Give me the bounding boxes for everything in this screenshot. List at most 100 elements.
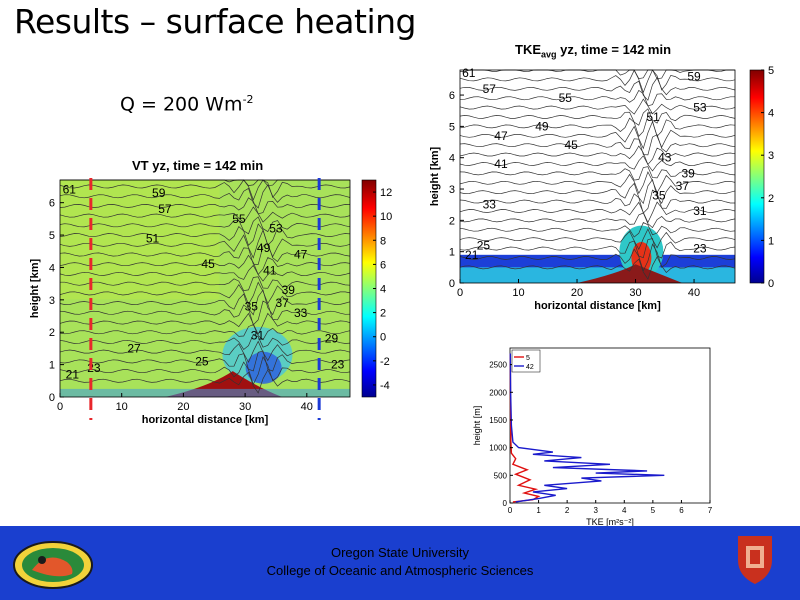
contour-line — [459, 114, 736, 137]
y-tick-label: 2 — [49, 327, 55, 339]
x-tick-label: 2 — [565, 506, 570, 515]
contour-label: 37 — [676, 179, 690, 193]
contour-label: 49 — [535, 119, 549, 133]
contour-line — [459, 166, 736, 181]
contour-line — [459, 238, 736, 259]
contour-label: 21 — [465, 248, 479, 262]
contour-label: 41 — [494, 157, 508, 171]
y-tick-label: 3 — [449, 184, 455, 196]
contour-label: 59 — [687, 69, 701, 83]
x-tick-label: 7 — [708, 506, 713, 515]
y-tick-label: 500 — [494, 471, 508, 480]
contour-line — [59, 229, 351, 259]
contour-line — [459, 98, 736, 115]
contour-label: 27 — [127, 341, 141, 355]
tke-chart-title: TKEavg yz, time = 142 min — [515, 42, 671, 60]
contour-label: 31 — [251, 328, 265, 342]
subtitle: Q = 200 Wm-2 — [120, 93, 254, 115]
contour-label: 51 — [646, 110, 660, 124]
y-tick-label: 1 — [49, 360, 55, 372]
contour-line — [459, 171, 736, 195]
contour-label: 61 — [462, 66, 476, 80]
contour-line — [459, 69, 736, 94]
contour-line — [459, 134, 736, 156]
contour-line — [459, 189, 735, 214]
x-tick-label: 30 — [629, 287, 641, 299]
contour-line — [459, 256, 736, 280]
contour-label: 23 — [693, 242, 707, 256]
contour-line — [459, 120, 736, 150]
contour-label: 25 — [195, 354, 209, 368]
y-tick-label: 2000 — [489, 388, 507, 397]
legend-label: 5 — [526, 355, 530, 362]
contour-line — [59, 355, 351, 386]
contour-label: 29 — [325, 332, 339, 346]
tke-title-sub: avg — [541, 49, 557, 60]
x-tick-label: 4 — [622, 506, 627, 515]
x-tick-label: 40 — [301, 401, 313, 413]
contour-line — [459, 243, 736, 272]
contour-line — [59, 184, 351, 209]
x-tick-label: 1 — [536, 506, 541, 515]
contour-line — [459, 155, 736, 172]
series-line-5 — [509, 353, 541, 503]
contour-label: 53 — [693, 101, 707, 115]
college-logo-icon — [13, 541, 93, 589]
contour-label: 43 — [658, 151, 672, 165]
contour-line — [59, 216, 351, 235]
contour-label: 57 — [483, 82, 497, 96]
y-axis-label: height [km] — [29, 259, 41, 319]
x-tick-label: 20 — [177, 401, 189, 413]
contour-line — [59, 197, 351, 215]
colorbar-tick-label: -4 — [380, 380, 390, 392]
series-line-42 — [509, 353, 665, 503]
contour-label: 59 — [152, 186, 166, 200]
colorbar-tick-label: 5 — [768, 65, 774, 77]
tke-title-rest: yz, time = 142 min — [556, 42, 672, 57]
contour-label: 31 — [693, 204, 707, 218]
vt-chart-title: VT yz, time = 142 min — [132, 158, 264, 173]
x-tick-label: 10 — [116, 401, 128, 413]
colorbar-tick-label: 2 — [768, 193, 774, 205]
colorbar-tick-label: 6 — [380, 259, 386, 271]
footer-bar — [0, 526, 800, 600]
contour-line — [59, 223, 351, 246]
x-tick-label: 3 — [593, 506, 598, 515]
contour-label: 23 — [87, 361, 101, 375]
contour-line — [59, 243, 351, 265]
y-tick-label: 2 — [449, 215, 455, 227]
contour-line — [459, 77, 736, 101]
x-tick-label: 30 — [239, 401, 251, 413]
colorbar-tick-label: 0 — [380, 332, 386, 344]
y-tick-label: 1 — [449, 247, 455, 259]
y-tick-label: 5 — [49, 230, 55, 242]
contour-label: 61 — [63, 183, 77, 197]
x-tick-label: 5 — [651, 506, 656, 515]
x-axis-label: TKE [m²s⁻²] — [586, 517, 634, 527]
slide-title: Results – surface heating — [14, 2, 417, 41]
contour-label: 25 — [477, 238, 491, 252]
contour-line — [59, 289, 351, 316]
plot-frame — [459, 69, 736, 284]
contour-label: 23 — [331, 358, 345, 372]
y-tick-label: 0 — [449, 278, 455, 290]
contour-label: 39 — [682, 166, 696, 180]
colorbar-tick-label: 2 — [380, 308, 386, 320]
y-tick-label: 6 — [449, 90, 455, 102]
x-tick-label: 0 — [57, 401, 63, 413]
colorbar-tick-label: 12 — [380, 187, 392, 199]
contour-label: 37 — [275, 296, 289, 310]
university-seal-icon — [738, 536, 772, 584]
contour-line — [459, 89, 735, 107]
colorbar-tick-label: 1 — [768, 235, 774, 247]
contour-line — [459, 212, 736, 229]
contour-line — [459, 228, 736, 251]
tke-title-main: TKE — [515, 42, 541, 57]
x-tick-label: 0 — [457, 287, 463, 299]
contour-label: 39 — [282, 283, 296, 297]
contour-line — [59, 312, 351, 336]
contour-line — [59, 369, 351, 394]
colorbar-tick-label: 4 — [768, 108, 774, 120]
contour-line — [59, 281, 351, 306]
